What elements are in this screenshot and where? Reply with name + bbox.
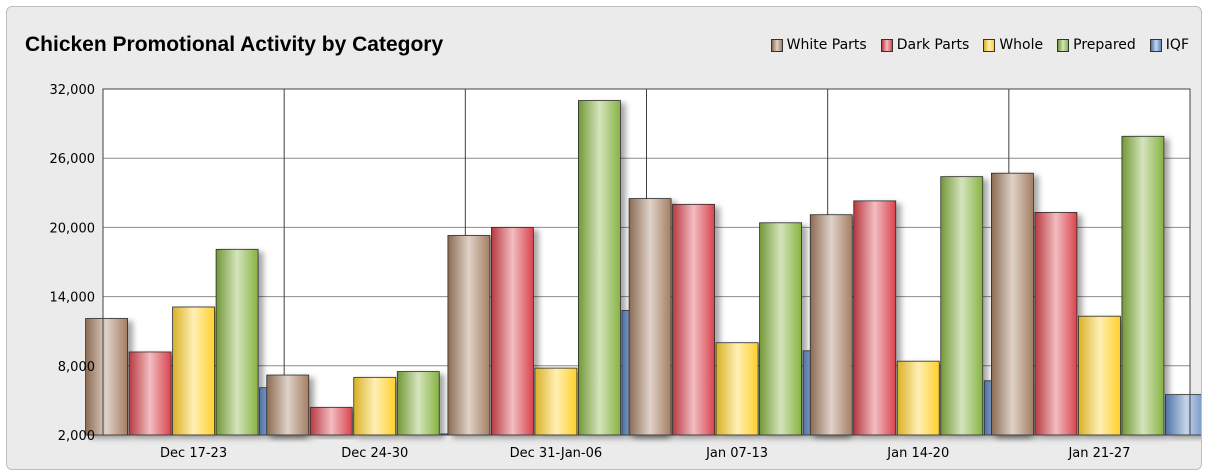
legend-label: White Parts bbox=[786, 37, 867, 53]
bar bbox=[353, 376, 397, 436]
legend-swatch bbox=[1057, 38, 1070, 52]
bar bbox=[991, 172, 1034, 436]
bar bbox=[1165, 394, 1201, 436]
bar bbox=[85, 318, 128, 436]
bar bbox=[715, 342, 759, 436]
x-tick-label: Jan 14-20 bbox=[886, 446, 949, 461]
bar bbox=[896, 360, 940, 436]
y-tick-label: 14,000 bbox=[50, 291, 96, 306]
bar bbox=[1121, 135, 1165, 436]
legend-label: Dark Parts bbox=[896, 37, 970, 53]
legend-swatch bbox=[880, 38, 893, 52]
x-tick-label: Dec 17-23 bbox=[160, 446, 227, 461]
x-tick-label: Jan 07-13 bbox=[705, 446, 768, 461]
legend-item: Whole bbox=[983, 37, 1043, 53]
legend-item: White Parts bbox=[770, 37, 867, 53]
bar bbox=[853, 200, 897, 436]
bar bbox=[759, 222, 802, 436]
plot-border bbox=[102, 88, 1191, 436]
bar bbox=[172, 306, 215, 436]
bar bbox=[809, 214, 853, 436]
legend-swatch bbox=[770, 38, 783, 52]
bar bbox=[1078, 315, 1121, 436]
bar bbox=[1034, 212, 1078, 436]
legend-item: IQF bbox=[1149, 37, 1189, 53]
x-tick-label: Jan 21-27 bbox=[1067, 446, 1130, 461]
legend-item: Prepared bbox=[1057, 37, 1136, 53]
bar bbox=[628, 198, 672, 436]
bar bbox=[309, 406, 353, 436]
bar bbox=[128, 351, 172, 436]
x-tick-label: Dec 31-Jan-06 bbox=[510, 446, 603, 461]
legend-label: Prepared bbox=[1073, 37, 1136, 53]
legend-label: Whole bbox=[999, 37, 1044, 53]
chart-plot: 2,000 8,000 14,000 20,000 26,000 32,000 Dec 17… bbox=[50, 83, 1201, 461]
bar bbox=[266, 374, 310, 436]
chart-legend: White Parts Dark Parts Whole Prepared IQF bbox=[770, 37, 1189, 53]
legend-label: IQF bbox=[1165, 37, 1189, 53]
bar bbox=[491, 226, 534, 436]
y-tick-label: 26,000 bbox=[50, 152, 96, 167]
bar bbox=[447, 235, 491, 436]
bar bbox=[534, 367, 578, 436]
legend-swatch bbox=[983, 38, 996, 52]
bar bbox=[672, 203, 715, 436]
x-tick-label: Dec 24-30 bbox=[341, 446, 408, 461]
y-tick-label: 20,000 bbox=[50, 221, 96, 236]
y-tick-label: 2,000 bbox=[58, 429, 95, 444]
legend-swatch bbox=[1149, 38, 1162, 52]
legend-item: Dark Parts bbox=[880, 37, 970, 53]
bar bbox=[940, 176, 984, 436]
y-tick-label: 32,000 bbox=[50, 83, 96, 98]
chart-title: Chicken Promotional Activity by Category bbox=[25, 33, 444, 56]
bar bbox=[215, 248, 259, 436]
bar bbox=[396, 371, 440, 436]
y-tick-label: 8,000 bbox=[58, 360, 95, 375]
bar bbox=[578, 100, 621, 436]
chart-card: Chicken Promotional Activity by Category… bbox=[6, 6, 1202, 470]
